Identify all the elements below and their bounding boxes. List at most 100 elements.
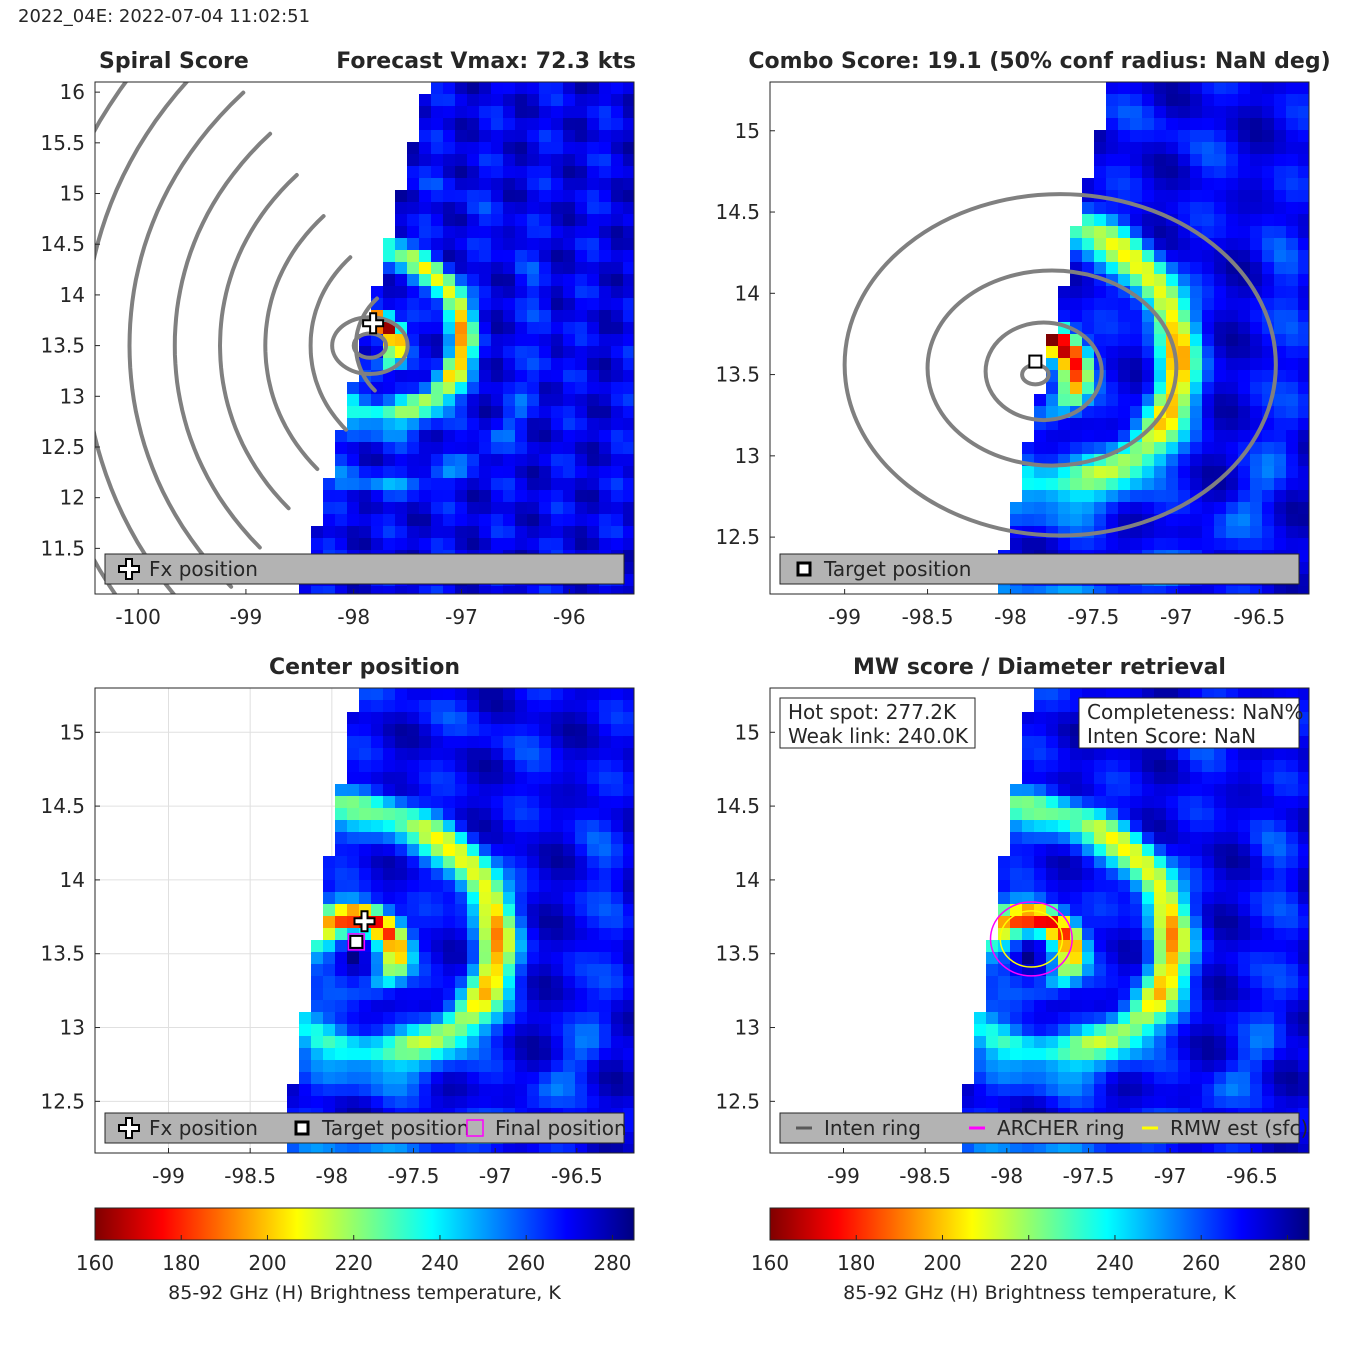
tb-cell <box>371 892 384 905</box>
tb-cell <box>1166 916 1179 929</box>
tb-cell <box>527 250 540 263</box>
tb-cell <box>1262 502 1275 515</box>
tb-cell <box>623 760 634 773</box>
tb-cell <box>587 466 600 479</box>
tb-cell <box>1274 964 1287 977</box>
tb-cell <box>1238 820 1251 833</box>
tb-cell <box>1190 370 1203 383</box>
tb-cell <box>1058 760 1071 773</box>
tb-cell <box>563 1144 576 1153</box>
tb-cell <box>1142 442 1155 455</box>
tb-cell <box>1070 1096 1083 1109</box>
tb-cell <box>515 760 528 773</box>
tb-cell <box>431 880 444 893</box>
tb-cell <box>395 928 408 941</box>
tb-cell <box>347 712 360 725</box>
contour-line <box>95 82 129 594</box>
tb-cell <box>1118 1000 1131 1013</box>
tb-cell <box>1262 358 1275 371</box>
tb-cell <box>491 442 504 455</box>
tb-cell <box>1286 832 1299 845</box>
tb-cell <box>335 928 348 941</box>
tb-cell <box>1070 238 1083 251</box>
tb-cell <box>587 772 600 785</box>
tb-cell <box>587 832 600 845</box>
tb-cell <box>563 892 576 905</box>
tb-cell <box>563 94 576 107</box>
tb-cell <box>587 952 600 965</box>
tb-cell <box>1106 784 1119 797</box>
tb-cell <box>455 1060 468 1073</box>
tb-cell <box>1190 118 1203 131</box>
tb-cell <box>407 406 420 419</box>
tb-cell <box>611 700 624 713</box>
tb-cell <box>1046 880 1059 893</box>
tb-cell <box>1034 478 1047 491</box>
tb-cell <box>1238 1096 1251 1109</box>
tb-cell <box>1298 130 1309 143</box>
tb-cell <box>431 964 444 977</box>
tb-cell <box>527 820 540 833</box>
tb-cell <box>1106 250 1119 263</box>
tb-cell <box>623 238 634 251</box>
tb-cell <box>611 418 624 431</box>
tb-cell <box>1226 988 1239 1001</box>
legend-fx-icon <box>118 558 140 580</box>
tb-cell <box>1118 868 1131 881</box>
tb-cell <box>431 784 444 797</box>
tb-cell <box>1238 514 1251 527</box>
tb-cell <box>1298 892 1309 905</box>
tb-cell <box>1286 538 1299 551</box>
tb-cell <box>563 748 576 761</box>
tb-cell <box>515 784 528 797</box>
tb-cell <box>443 538 456 551</box>
tb-cell <box>503 1012 516 1025</box>
tb-cell <box>1130 940 1143 953</box>
tb-cell <box>563 322 576 335</box>
tb-cell <box>1274 442 1287 455</box>
tb-cell <box>539 466 552 479</box>
tb-cell <box>527 736 540 749</box>
tb-cell <box>527 274 540 287</box>
tb-cell <box>1130 538 1143 551</box>
tb-cell <box>503 904 516 917</box>
tb-cell <box>1298 904 1309 917</box>
tb-cell <box>587 724 600 737</box>
tb-cell <box>1250 1012 1263 1025</box>
tb-cell <box>1250 454 1263 467</box>
tb-cell <box>299 1036 312 1049</box>
tb-cell <box>539 238 552 251</box>
tb-cell <box>515 250 528 263</box>
tb-cell <box>1166 892 1179 905</box>
tb-cell <box>1130 490 1143 503</box>
tb-cell <box>1166 880 1179 893</box>
tb-cell <box>347 880 360 893</box>
tb-cell <box>1166 988 1179 1001</box>
tb-cell <box>1274 952 1287 965</box>
tb-cell <box>1226 748 1239 761</box>
tb-cell <box>539 868 552 881</box>
tb-cell <box>575 358 588 371</box>
tb-cell <box>1226 1144 1239 1153</box>
tb-cell <box>1178 478 1191 491</box>
tb-cell <box>1046 868 1059 881</box>
tb-cell <box>599 1096 612 1109</box>
tb-cell <box>1226 418 1239 431</box>
tb-cell <box>1058 832 1071 845</box>
tb-cell <box>1250 406 1263 419</box>
tb-cell <box>347 844 360 857</box>
tb-cell <box>1214 820 1227 833</box>
tb-cell <box>395 502 408 515</box>
tb-cell <box>539 1048 552 1061</box>
tb-cell <box>1118 808 1131 821</box>
tb-cell <box>1298 538 1309 551</box>
tb-cell <box>1298 916 1309 929</box>
tb-cell <box>1118 964 1131 977</box>
tb-cell <box>1106 856 1119 869</box>
tb-cell <box>1106 1096 1119 1109</box>
tb-cell <box>395 1084 408 1097</box>
y-tick-label: 13.5 <box>40 942 85 966</box>
tb-cell <box>395 952 408 965</box>
tb-cell <box>1118 478 1131 491</box>
legend: Target position <box>779 553 1300 585</box>
